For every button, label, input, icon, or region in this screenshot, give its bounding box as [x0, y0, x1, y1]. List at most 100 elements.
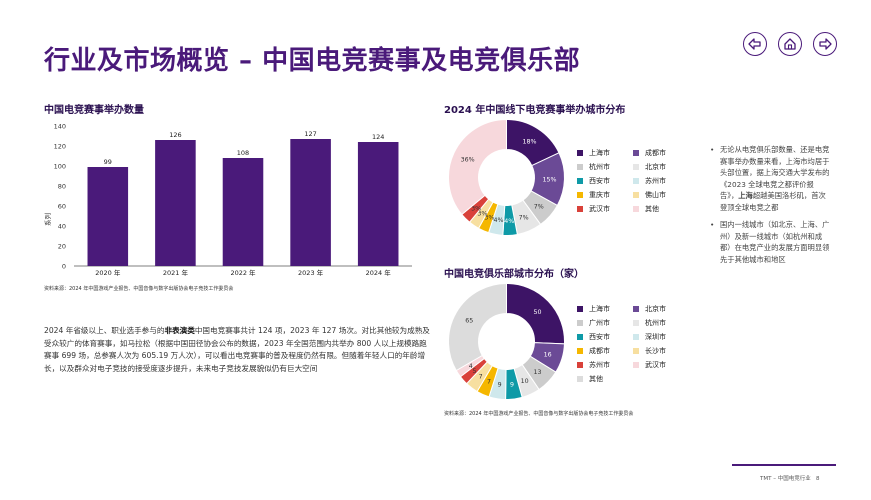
legend-label: 北京市 [645, 305, 666, 313]
legend-item: 杭州市 [633, 318, 689, 328]
bar [155, 140, 196, 266]
x-tick-label: 2024 年 [366, 268, 392, 277]
bar-chart-source: 资料来源：2024 年中国游戏产业报告、中国音像与数字出版协会电子竞技工作委员会 [44, 286, 234, 292]
bullet-item: 国内一线城市（如北京、上海、广州）及新一线城市（如杭州和成都）在电竞产业的发展方… [708, 219, 830, 265]
slice-label: 10 [521, 378, 529, 385]
bar-value-label: 124 [372, 133, 384, 141]
legend-label: 上海市 [589, 149, 610, 157]
pie2-legend: 上海市 北京市 广州市 杭州市 西安市 深圳市 成都市 长沙市 苏州市 武汉市 其他 [577, 304, 689, 384]
page-title: 行业及市场概览 – 中国电竞赛事及电竞俱乐部 [44, 46, 581, 76]
legend-label: 杭州市 [645, 319, 666, 327]
legend-swatch [633, 306, 639, 312]
legend-label: 苏州市 [589, 361, 610, 369]
x-tick-label: 2022 年 [230, 268, 256, 277]
paragraph-bold: 非表演类 [164, 326, 195, 335]
slice-label: 13 [534, 369, 542, 376]
y-tick-label: 120 [54, 143, 66, 151]
slice-label: 36% [461, 157, 475, 164]
bar-value-label: 108 [237, 149, 249, 157]
legend-label: 上海市 [589, 305, 610, 313]
y-tick-label: 60 [58, 203, 66, 211]
legend-label: 武汉市 [645, 361, 666, 369]
legend-item: 苏州市 [633, 176, 689, 186]
pie-slice [448, 282, 507, 372]
slice-label: 3% [477, 211, 487, 218]
footer: TMT – 中国电竞行业 8 [760, 474, 819, 482]
slice-label: 16 [544, 352, 552, 359]
legend-item: 武汉市 [577, 204, 633, 214]
legend-item: 成都市 [577, 346, 633, 356]
paragraph-part1: 2024 年省级以上、职业选手参与的 [44, 326, 165, 335]
legend-item: 上海市 [577, 148, 633, 158]
slice-label: 15% [542, 176, 556, 183]
slice-label: 18% [523, 139, 537, 146]
legend-swatch [633, 150, 639, 156]
legend-item: 北京市 [633, 304, 689, 314]
legend-swatch [633, 334, 639, 340]
back-button[interactable] [743, 32, 767, 56]
legend-label: 其他 [645, 205, 659, 213]
legend-swatch [577, 306, 583, 312]
bar-value-label: 126 [169, 131, 181, 139]
insight-bullets: 无论从电竞俱乐部数量、还是电竞赛事举办数量来看，上海市均居于头部位置，据上海交通… [708, 144, 830, 271]
slice-label: 3% [484, 214, 494, 221]
legend-label: 佛山市 [645, 191, 666, 199]
legend-item: 上海市 [577, 304, 633, 314]
slice-label: 7% [519, 214, 529, 221]
legend-swatch [633, 362, 639, 368]
y-tick-label: 100 [54, 163, 66, 171]
legend-label: 武汉市 [589, 205, 610, 213]
legend-label: 西安市 [589, 177, 610, 185]
legend-swatch [633, 192, 639, 198]
slice-label: 7 [487, 378, 491, 385]
legend-label: 重庆市 [589, 191, 610, 199]
home-icon [784, 38, 796, 50]
y-tick-label: 20 [58, 243, 66, 251]
slice-label: 5 [473, 368, 477, 375]
x-tick-label: 2023 年 [298, 268, 324, 277]
pie2-source: 资料来源：2024 年中国游戏产业报告、中国音像与数字出版协会电子竞技工作委员会 [444, 411, 634, 417]
bullet-text: 国内一线城市（如北京、上海、广州）及新一线城市（如杭州和成都）在电竞产业的发展方… [720, 220, 830, 264]
y-axis-label: 系列 [43, 213, 52, 226]
x-tick-label: 2020 年 [95, 268, 121, 277]
pie1-chart: 18%15%7%7%4%4%3%3%3%36% [448, 118, 565, 237]
legend-item: 西安市 [577, 176, 633, 186]
forward-button[interactable] [813, 32, 837, 56]
legend-item: 武汉市 [633, 360, 689, 370]
bullet-bold: 上海 [738, 191, 753, 200]
slice-label: 9 [510, 382, 514, 389]
bullet-text: 无论从电竞俱乐部数量、还是电竞赛事举办数量来看，上海市均居于头部位置，据上海交通… [720, 145, 830, 200]
bar [290, 139, 331, 266]
legend-label: 其他 [589, 375, 603, 383]
legend-swatch [577, 320, 583, 326]
legend-swatch [633, 348, 639, 354]
legend-swatch [577, 362, 583, 368]
legend-item: 长沙市 [633, 346, 689, 356]
legend-swatch [577, 192, 583, 198]
legend-item: 成都市 [633, 148, 689, 158]
slice-label: 4% [493, 217, 503, 224]
y-tick-label: 40 [58, 223, 66, 231]
slice-label: 4% [504, 218, 514, 225]
legend-label: 成都市 [589, 347, 610, 355]
footer-text: TMT – 中国电竞行业 [760, 476, 811, 482]
legend-label: 深圳市 [645, 333, 666, 341]
slice-label: 65 [465, 318, 473, 325]
home-button[interactable] [778, 32, 802, 56]
legend-label: 苏州市 [645, 177, 666, 185]
legend-swatch [633, 320, 639, 326]
legend-item: 深圳市 [633, 332, 689, 342]
legend-label: 杭州市 [589, 163, 610, 171]
slice-label: 3% [471, 205, 481, 212]
legend-swatch [577, 334, 583, 340]
slice-label: 50 [534, 309, 542, 316]
legend-swatch [577, 150, 583, 156]
slice-label: 7 [479, 373, 483, 380]
legend-item: 杭州市 [577, 162, 633, 172]
legend-label: 广州市 [589, 319, 610, 327]
legend-item: 其他 [577, 374, 633, 384]
legend-swatch [633, 178, 639, 184]
legend-item: 广州市 [577, 318, 633, 328]
arrow-right-icon [819, 38, 832, 50]
